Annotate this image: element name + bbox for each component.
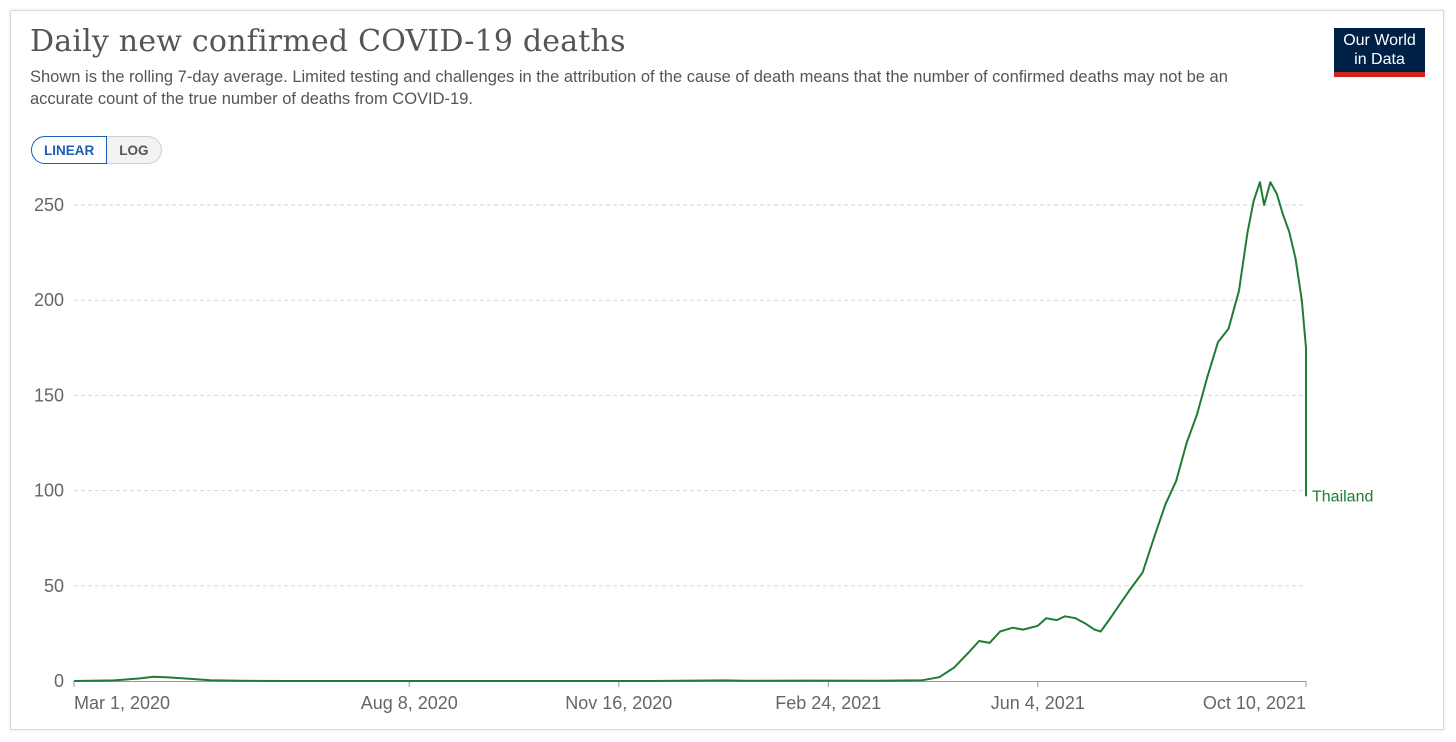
scale-toggle: LINEAR LOG <box>31 136 162 164</box>
x-tick-label: Jun 4, 2021 <box>991 693 1085 713</box>
x-tick-label: Oct 10, 2021 <box>1203 693 1306 713</box>
y-tick-label: 150 <box>34 385 64 405</box>
log-scale-button[interactable]: LOG <box>107 136 162 164</box>
x-axis: Mar 1, 2020 Aug 8, 2020 Nov 16, 2020 Feb 24… <box>73 681 1307 713</box>
y-axis: 0 50 100 150 200 250 <box>34 195 1306 691</box>
y-tick-label: 200 <box>34 290 64 310</box>
chart-title: Daily new confirmed COVID-19 deaths <box>30 24 626 59</box>
x-tick-label: Aug 8, 2020 <box>361 693 458 713</box>
grid-lines <box>74 204 1306 587</box>
series-label: Thailand <box>1312 488 1373 505</box>
chart-subtitle: Shown is the rolling 7-day average. Limi… <box>30 68 1228 108</box>
y-tick-label: 250 <box>34 195 64 215</box>
series-line-thailand[interactable] <box>73 181 1307 682</box>
owid-logo[interactable]: Our World in Data <box>1334 28 1425 77</box>
y-tick-label: 100 <box>34 481 64 501</box>
logo-line-1: Our World <box>1343 32 1416 49</box>
chart-frame <box>10 10 1444 730</box>
y-tick-label: 50 <box>44 576 64 596</box>
y-tick-label: 0 <box>54 671 64 691</box>
x-tick-label: Mar 1, 2020 <box>74 693 170 713</box>
x-tick-label: Feb 24, 2021 <box>775 693 881 713</box>
linear-scale-button[interactable]: LINEAR <box>31 136 108 164</box>
logo-line-2: in Data <box>1354 51 1405 68</box>
series-layer: Thailand <box>73 181 1373 682</box>
x-tick-label: Nov 16, 2020 <box>565 693 672 713</box>
